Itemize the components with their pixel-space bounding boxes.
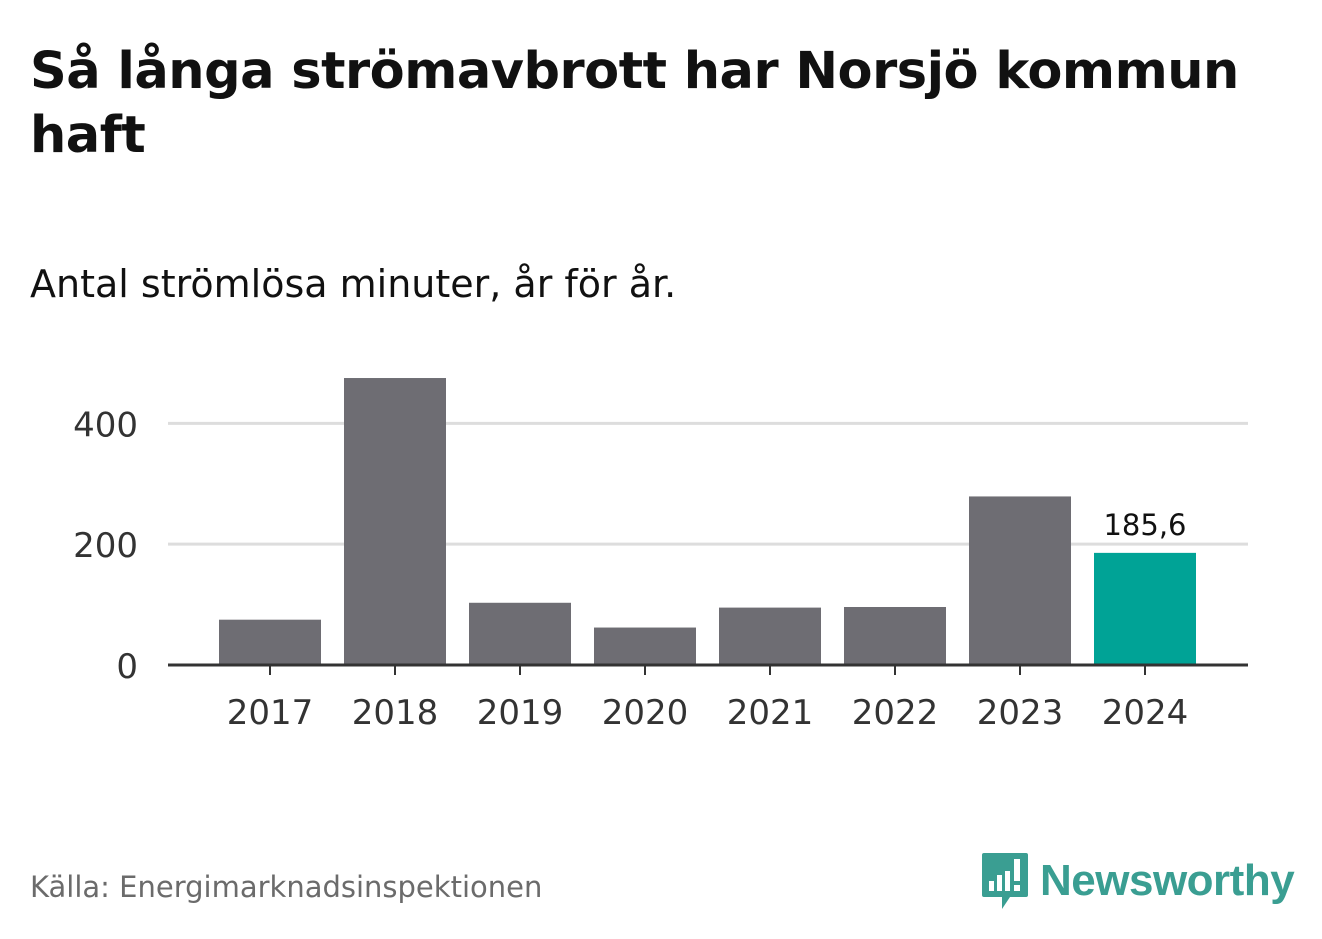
- bar-chart: 0 200 400 2017 2018 2019 2020 2021 2022 2023 2024 1…: [73, 378, 1248, 733]
- x-tick-label: 2020: [602, 693, 689, 733]
- x-tick-label: 2024: [1102, 693, 1189, 733]
- bar-2020: [594, 627, 696, 665]
- chart-title: Så långa strömavbrott har Norsjö kommun …: [30, 42, 1239, 165]
- x-tick-label: 2018: [352, 693, 439, 733]
- chart-subtitle: Antal strömlösa minuter, år för år.: [30, 262, 677, 306]
- data-label: 185,6: [1103, 508, 1186, 542]
- x-tick-label: 2019: [477, 693, 564, 733]
- bar-2024: [1094, 552, 1196, 665]
- bar-2022: [844, 607, 946, 665]
- x-tick-label: 2023: [977, 693, 1064, 733]
- bar-2017: [219, 619, 321, 665]
- bar-2019: [469, 602, 571, 665]
- newsworthy-logo-icon: [982, 853, 1028, 909]
- source-note: Källa: Energimarknadsinspektionen: [30, 870, 543, 904]
- x-tick-label: 2017: [227, 693, 314, 733]
- brand-name: Newsworthy: [1040, 856, 1295, 905]
- bar-2018: [344, 378, 446, 665]
- x-tick-label: 2021: [727, 693, 814, 733]
- y-tick-label: 0: [116, 647, 138, 687]
- y-tick-label: 200: [73, 526, 138, 566]
- x-tick-label: 2022: [852, 693, 939, 733]
- brand-logo: Newsworthy: [980, 850, 1295, 912]
- y-tick-label: 400: [73, 405, 138, 445]
- bar-2021: [719, 607, 821, 665]
- bar-2023: [969, 496, 1071, 665]
